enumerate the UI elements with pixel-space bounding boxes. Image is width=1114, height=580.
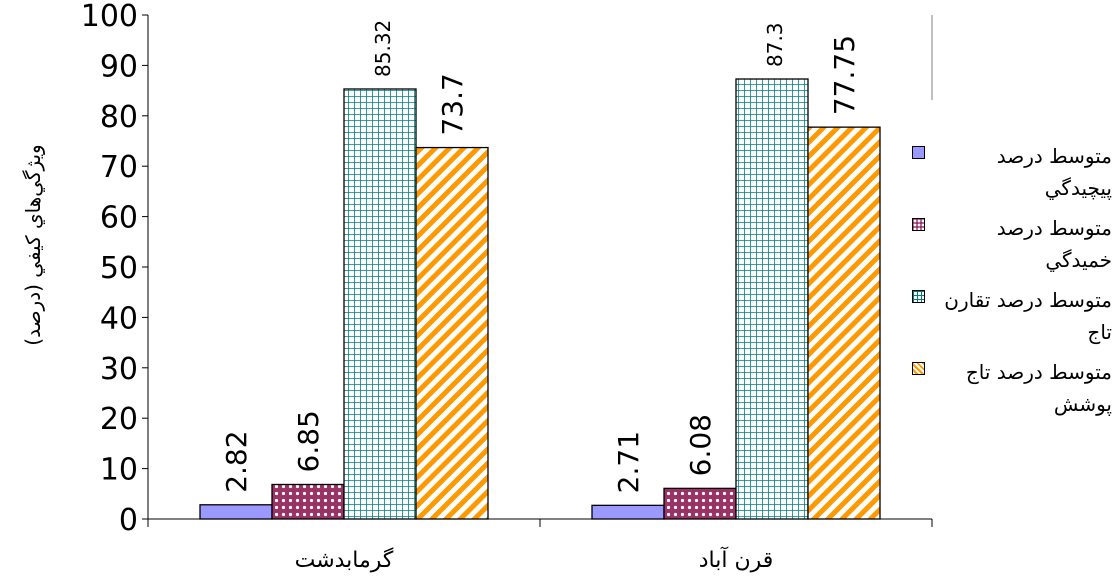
legend-swatch-series-2 [912, 218, 925, 231]
legend-item-series-3: متوسط درصد تقارن تاج [912, 284, 1112, 356]
legend-swatch-series-4 [912, 362, 925, 375]
y-tick-label: 60 [100, 201, 138, 236]
legend-item-series-4: متوسط درصد تاج پوشش [912, 356, 1112, 428]
y-tick-label: 20 [100, 402, 138, 437]
plot-area: 0 10 20 30 40 50 60 70 80 90 100 گرمابدشت قرن آباد 2.… [81, 0, 933, 573]
data-label: 87.3 [763, 22, 787, 67]
data-label: 6.85 [292, 410, 325, 472]
bar [271, 483, 345, 520]
y-axis-label: ويژگي‌هاي كيفي (درصد) [21, 144, 46, 345]
legend-label-series-1: متوسط درصد پيچيدگي [996, 144, 1112, 200]
bar [591, 504, 665, 520]
legend-swatch-series-1 [912, 146, 925, 159]
data-label: 77.75 [828, 35, 861, 115]
legend: متوسط درصد پيچيدگي متوسط درصد خميدگي متو… [912, 140, 1112, 428]
y-tick-label: 100 [81, 0, 138, 34]
legend-item-series-1: متوسط درصد پيچيدگي [912, 140, 1112, 212]
y-tick-label: 30 [100, 352, 138, 387]
data-label: 73.7 [436, 73, 469, 135]
legend-label-series-4: متوسط درصد تاج پوشش [965, 360, 1112, 416]
legend-label-series-3: متوسط درصد تقارن تاج [944, 288, 1112, 344]
data-label: 6.08 [684, 414, 717, 476]
data-label: 2.71 [612, 431, 645, 493]
y-tick-label: 50 [100, 251, 138, 286]
legend-label-series-2: متوسط درصد خميدگي [996, 216, 1112, 272]
bar [807, 126, 881, 520]
bar [735, 78, 809, 520]
data-label: 2.82 [220, 430, 253, 492]
y-tick-label: 10 [100, 453, 138, 488]
x-tick-label: قرن آباد [699, 546, 774, 573]
bar [663, 487, 737, 520]
data-label: 85.32 [371, 20, 395, 77]
bar [343, 88, 417, 520]
legend-swatch-series-3 [912, 290, 925, 303]
bar [415, 146, 489, 520]
y-tick-label: 70 [100, 150, 138, 185]
y-tick-label: 80 [100, 100, 138, 135]
x-tick-label: گرمابدشت [295, 547, 394, 573]
y-tick-label: 40 [100, 301, 138, 336]
y-tick-label: 90 [100, 49, 138, 84]
legend-item-series-2: متوسط درصد خميدگي [912, 212, 1112, 284]
bar [199, 504, 273, 520]
y-tick-label: 0 [119, 503, 138, 538]
